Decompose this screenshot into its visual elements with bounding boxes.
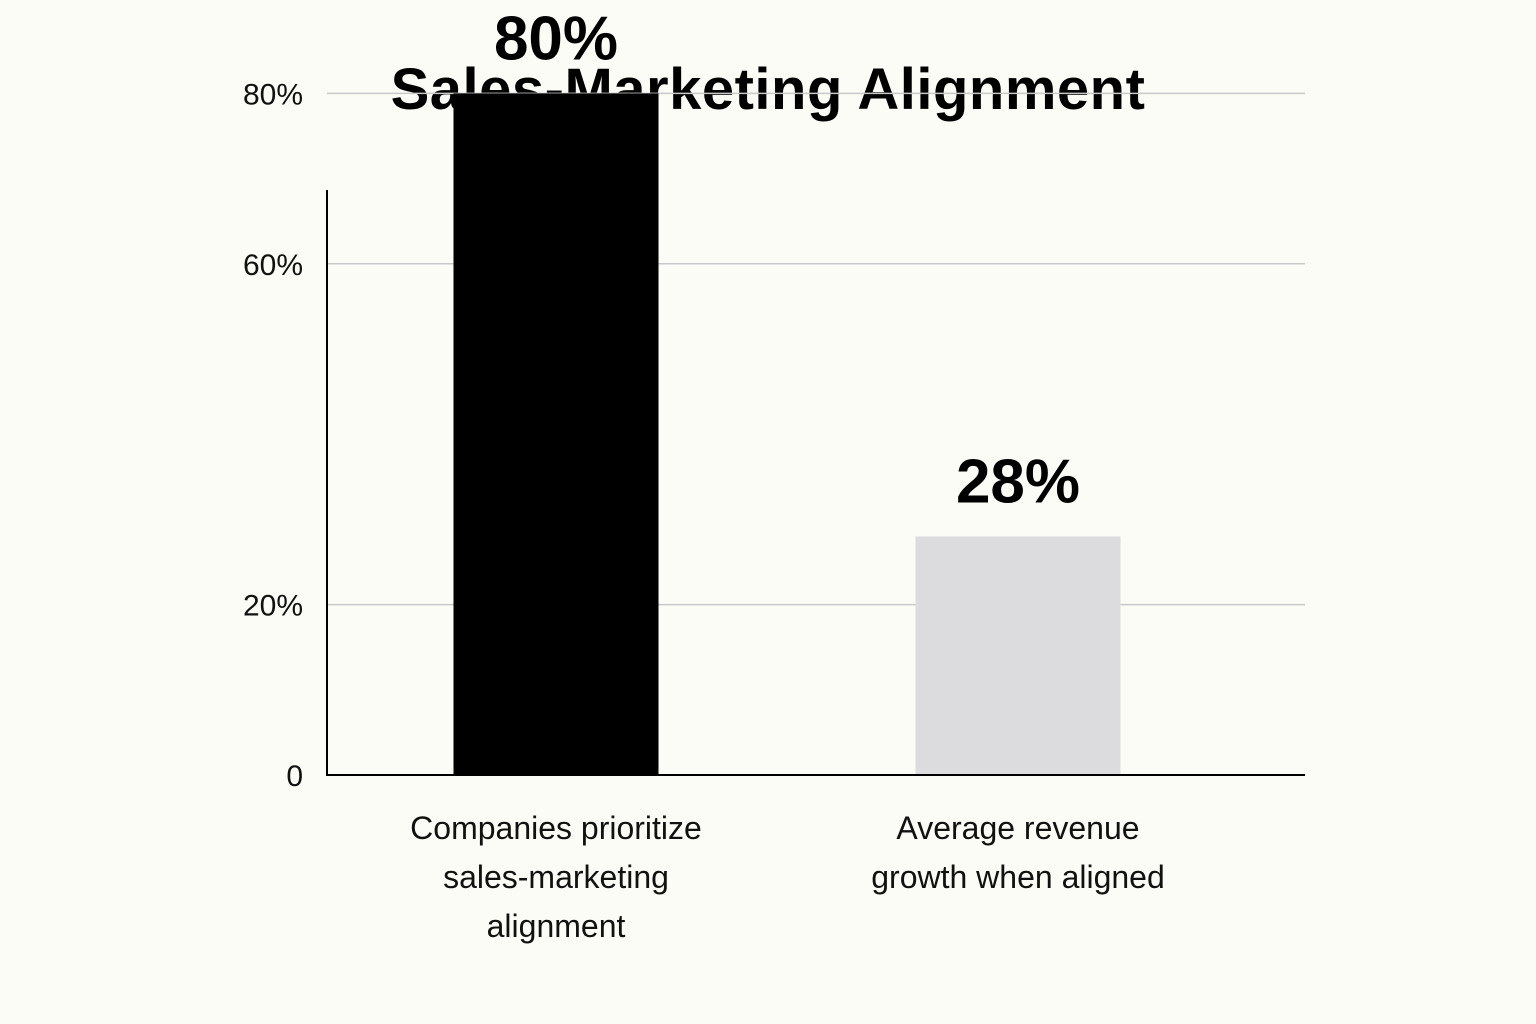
y-tick-label: 80% (243, 78, 303, 111)
axes (326, 190, 1305, 776)
y-tick-label: 20% (243, 590, 303, 623)
bar (915, 536, 1121, 775)
bar-value-label: 28% (956, 447, 1080, 516)
x-category-label: alignment (487, 908, 626, 944)
bar-value-label: 80% (494, 4, 618, 73)
x-category-label: growth when aligned (871, 859, 1165, 895)
data-labels: 80% 28% (494, 4, 1080, 516)
x-category-label: Companies prioritize (410, 810, 702, 846)
x-category-label: sales-marketing (443, 859, 669, 895)
y-tick-labels: 0 20% 60% 80% (243, 78, 303, 793)
bars (453, 93, 1121, 775)
bar (453, 93, 659, 775)
category-labels: Companies prioritize sales-marketing align… (410, 810, 1165, 944)
x-category-label: Average revenue (896, 810, 1139, 846)
y-tick-label: 60% (243, 249, 303, 282)
y-tick-label: 0 (286, 760, 303, 793)
